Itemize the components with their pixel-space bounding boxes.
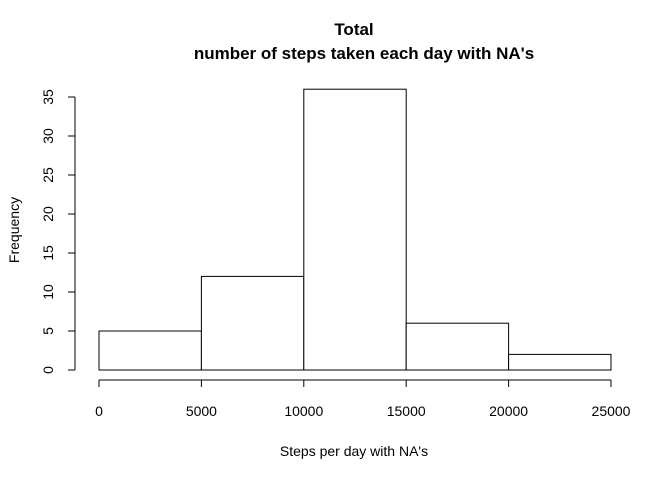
x-axis: 0 5000 10000 15000 20000 25000 (95, 379, 631, 419)
y-axis: 0 5 10 15 20 25 30 35 (40, 89, 76, 374)
y-tick-label-3: 15 (40, 245, 56, 261)
x-tick-label-4: 20000 (489, 403, 528, 419)
x-axis-label: Steps per day with NA's (280, 443, 428, 459)
y-tick-label-1: 5 (40, 327, 56, 335)
x-tick-label-3: 15000 (387, 403, 426, 419)
x-tick-label-1: 5000 (186, 403, 217, 419)
histogram-bar-0 (98, 330, 202, 371)
y-axis-label: Frequency (6, 197, 22, 263)
y-tick-label-6: 30 (40, 128, 56, 144)
x-tick-label-5: 25000 (592, 403, 631, 419)
histogram-bar-4 (508, 353, 612, 371)
histogram-bar-3 (405, 322, 510, 371)
y-tick-label-2: 10 (40, 284, 56, 300)
chart-subtitle: number of steps taken each day with NA's (194, 44, 534, 63)
y-tick-label-5: 25 (40, 167, 56, 183)
x-tick-label-0: 0 (95, 403, 103, 419)
histogram-bars (98, 88, 612, 371)
x-tick-label-2: 10000 (284, 403, 323, 419)
y-tick-label-0: 0 (40, 366, 56, 374)
y-tick-label-7: 35 (40, 89, 56, 105)
histogram-bar-1 (200, 275, 305, 371)
y-tick-label-4: 20 (40, 206, 56, 222)
chart-title: Total (334, 20, 373, 39)
histogram-bar-2 (303, 88, 407, 371)
